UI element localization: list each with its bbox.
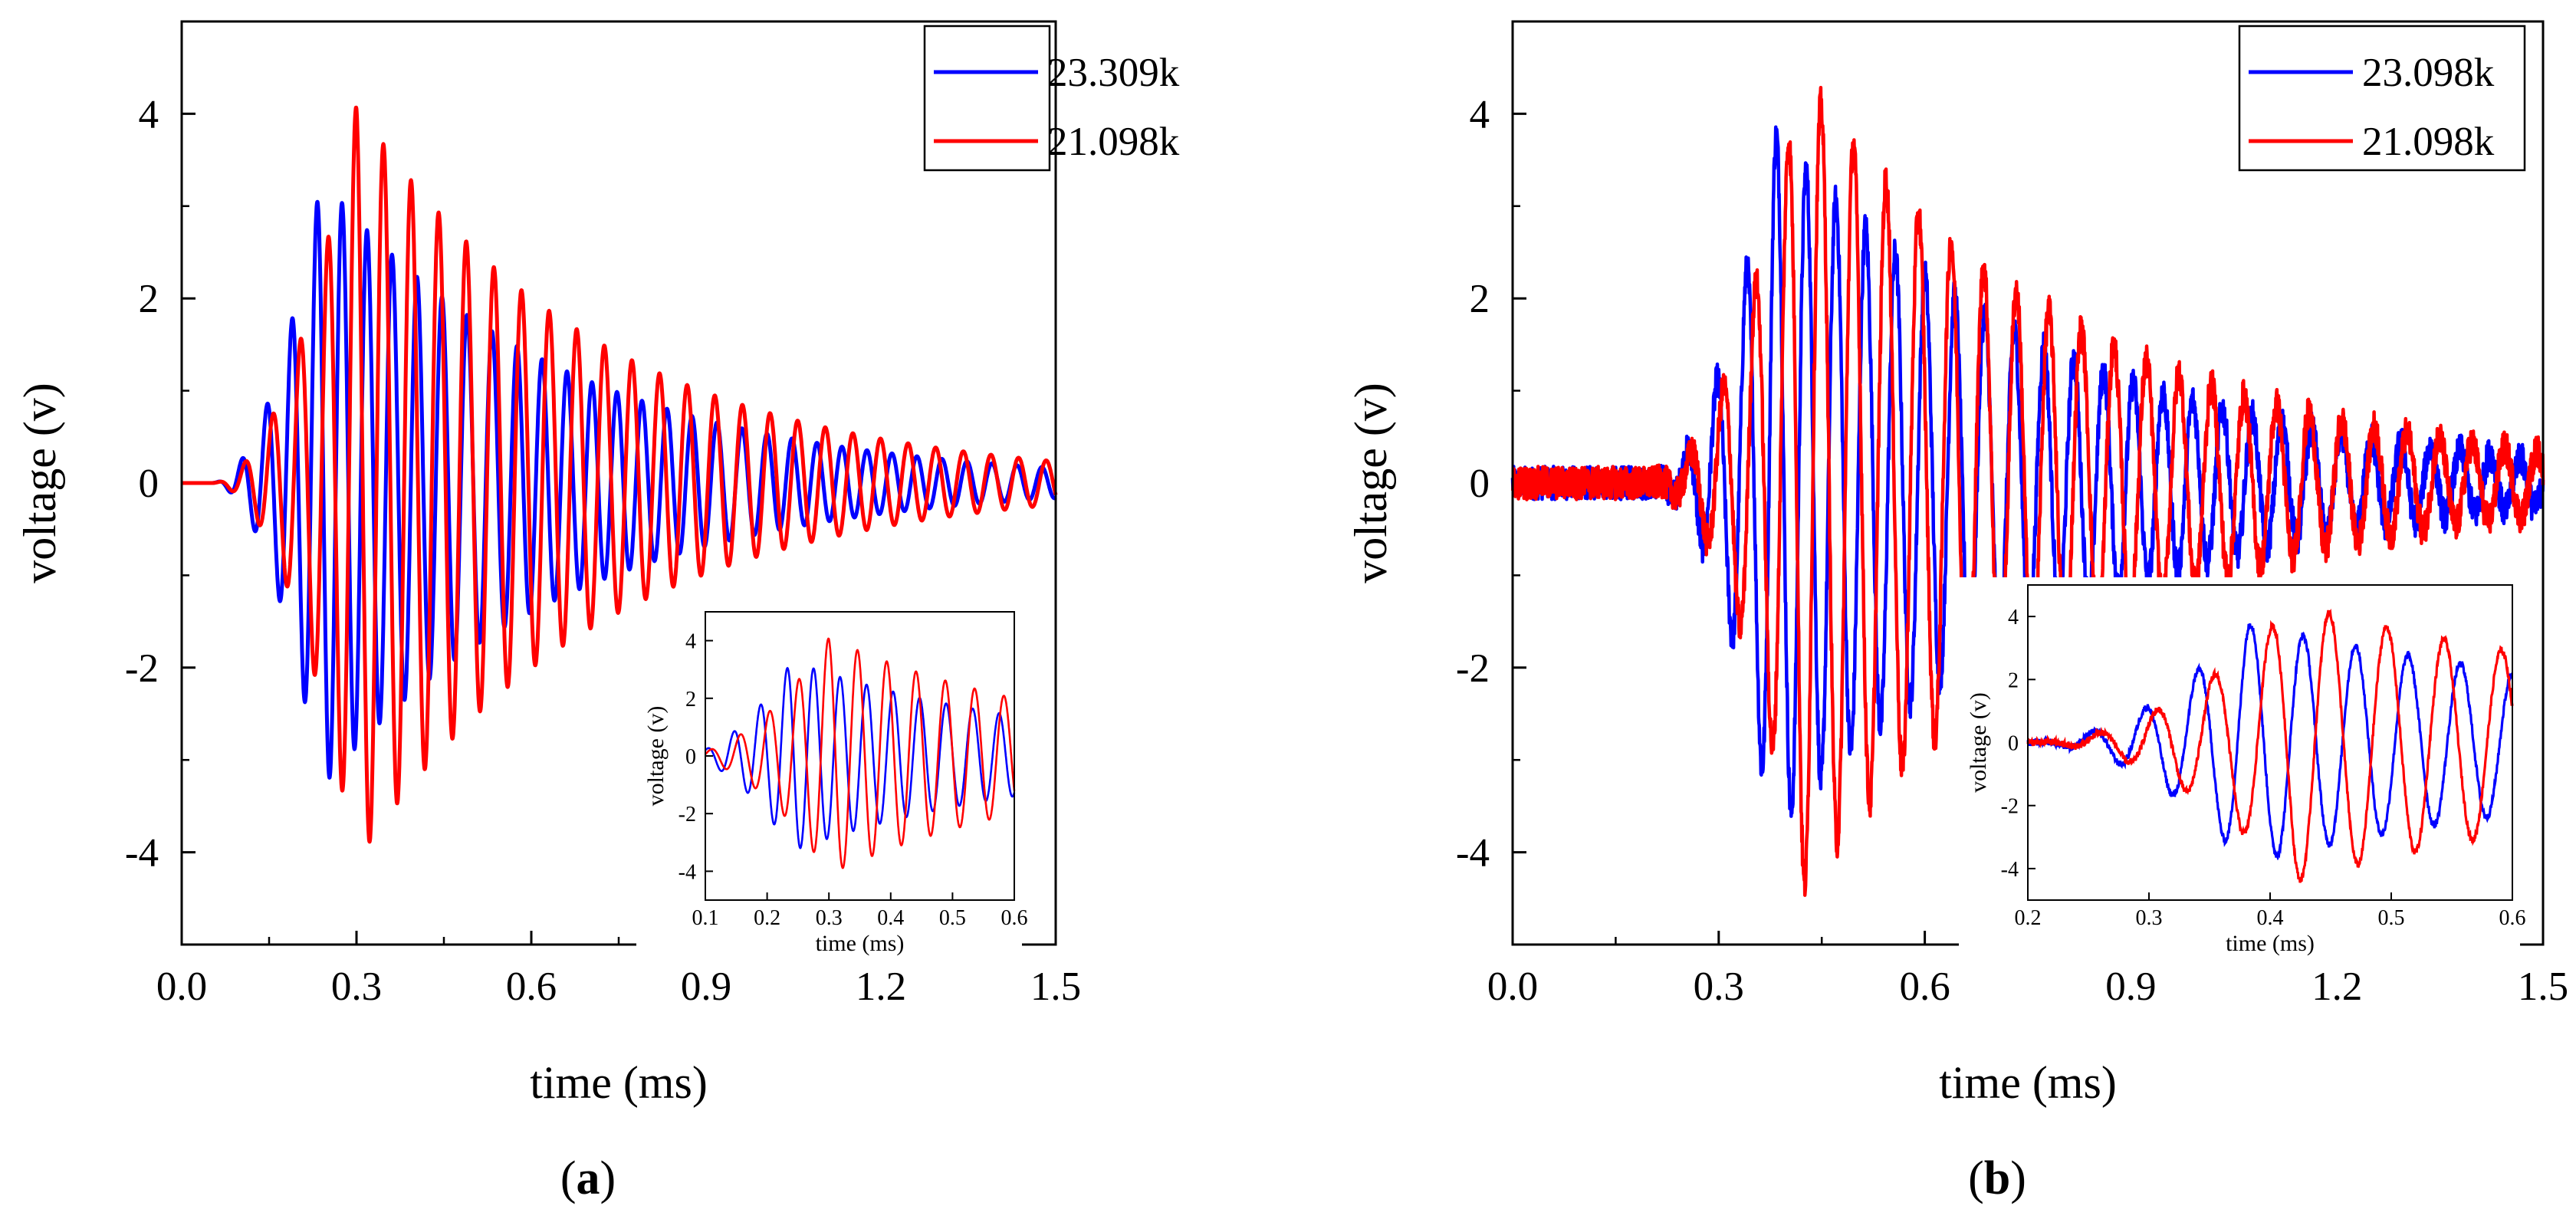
- panel-b-inset-frame: [2027, 584, 2513, 901]
- panel-b-legend-box: [2238, 25, 2526, 172]
- panel-b-inset-tick-labels: 0.2 0.3 0.4 0.5 0.6 -4 -2 0 2 4: [2001, 606, 2526, 930]
- panel-b-label-open: (: [1968, 1152, 1984, 1204]
- x-tick-label: 0.6: [1899, 964, 1950, 1009]
- y-tick-label: 2: [139, 277, 159, 321]
- panel-b-inset-x-axis-title: time (ms): [2226, 931, 2315, 956]
- inset-y-tick-label: 2: [2008, 669, 2019, 692]
- inset-y-tick-label: -4: [678, 860, 696, 884]
- panel-b-legend-label-red: 21.098k: [2362, 120, 2495, 164]
- panel-b-tick-labels: 0.0 0.3 0.6 0.9 1.2 1.5 -4 -2 0 2 4: [1456, 92, 2568, 1009]
- panel-b-inset: 0.2 0.3 0.4 0.5 0.6 -4 -2 0 2 4 time (ms) voltage…: [1959, 577, 2526, 965]
- panel-a-label-letter: a: [577, 1152, 600, 1204]
- x-tick-label: 1.5: [1030, 964, 1081, 1009]
- panel-a-plot-frame: [180, 20, 1057, 946]
- inset-y-tick-label: 0: [2008, 732, 2019, 756]
- panel-a-legend-box: [923, 25, 1051, 172]
- inset-x-tick-label: 0.3: [816, 906, 843, 930]
- inset-x-tick-label: 0.5: [2378, 906, 2405, 930]
- x-tick-label: 0.9: [2105, 964, 2156, 1009]
- inset-x-tick-label: 0.2: [754, 906, 780, 930]
- inset-x-tick-label: 0.2: [2015, 906, 2042, 930]
- panel-b-y-axis-title: voltage (v): [1346, 383, 1396, 583]
- inset-series-line-blue: [704, 666, 1016, 849]
- panel-a-inset-frame: [705, 611, 1015, 901]
- y-tick-label: 0: [1470, 462, 1490, 506]
- panel-b-label-close: ): [2010, 1152, 2026, 1204]
- chart-panel-b: 0.0 0.3 0.6 0.9 1.2 1.5 -4 -2 0 2 4 time (ms) volt…: [1346, 20, 2568, 1204]
- y-tick-label: -4: [1456, 831, 1490, 876]
- x-tick-label: 1.5: [2518, 964, 2568, 1009]
- panel-b-x-axis-title: time (ms): [1939, 1057, 2117, 1108]
- x-tick-label: 1.2: [856, 964, 906, 1009]
- series-line-red: [179, 105, 1058, 844]
- panel-a-legend: 23.309k 21.098k: [923, 25, 1180, 172]
- inset-x-tick-label: 0.6: [1001, 906, 1028, 930]
- panel-b-legend-label-blue: 23.098k: [2362, 51, 2495, 95]
- inset-series-line-blue: [2026, 623, 2513, 861]
- x-tick-label: 0.6: [506, 964, 557, 1009]
- panel-a-label-open: (: [560, 1152, 577, 1204]
- panel-a-tick-labels: 0.0 0.3 0.6 0.9 1.2 1.5 -4 -2 0 2 4: [125, 92, 1081, 1009]
- inset-y-tick-label: 4: [2008, 606, 2019, 629]
- inset-y-tick-label: -2: [678, 803, 696, 826]
- x-tick-label: 0.3: [331, 964, 382, 1009]
- panel-a-label: (a): [560, 1152, 616, 1204]
- panel-a-label-close: ): [600, 1152, 616, 1204]
- chart-panel-a: 0.0 0.3 0.6 0.9 1.2 1.5 -4 -2 0 2 4 time (ms) volt…: [15, 20, 1180, 1204]
- x-tick-label: 0.9: [681, 964, 731, 1009]
- inset-y-tick-label: 2: [685, 688, 696, 711]
- panel-b-legend: 23.098k 21.098k: [2238, 25, 2526, 172]
- panel-a-legend-label-blue: 23.309k: [1047, 51, 1180, 95]
- inset-x-tick-label: 0.1: [692, 906, 719, 930]
- inset-y-tick-label: 0: [685, 745, 696, 769]
- y-tick-label: 4: [1470, 92, 1490, 136]
- y-tick-label: -2: [125, 646, 159, 691]
- y-tick-label: -4: [125, 831, 159, 876]
- panel-a-legend-label-red: 21.098k: [1047, 120, 1180, 164]
- panel-a-inset-y-axis-title: voltage (v): [643, 706, 669, 807]
- x-tick-label: 1.2: [2312, 964, 2362, 1009]
- panel-a-inset-background: [636, 604, 1022, 965]
- inset-x-tick-label: 0.6: [2499, 906, 2526, 930]
- panel-a-inset-series: [704, 637, 1016, 869]
- inset-x-tick-label: 0.5: [939, 906, 966, 930]
- inset-series-line-red: [705, 637, 1016, 869]
- inset-x-tick-label: 0.3: [2136, 906, 2163, 930]
- inset-x-tick-label: 0.4: [2257, 906, 2284, 930]
- inset-y-tick-label: 4: [685, 630, 696, 654]
- panel-a-y-axis-title: voltage (v): [15, 383, 65, 583]
- x-tick-label: 0.0: [156, 964, 207, 1009]
- inset-y-tick-label: -4: [2001, 858, 2019, 882]
- panel-a-inset-x-axis-title: time (ms): [816, 931, 905, 956]
- y-tick-label: 0: [139, 462, 159, 506]
- y-tick-label: -2: [1456, 646, 1490, 691]
- panel-a-series: [179, 105, 1058, 844]
- x-tick-label: 0.3: [1694, 964, 1744, 1009]
- panel-a-inset: 0.1 0.2 0.3 0.4 0.5 0.6 -4 -2 0 2 4 time (ms) volt…: [636, 604, 1028, 965]
- y-tick-label: 4: [139, 92, 159, 136]
- panel-b-label: (b): [1968, 1152, 2026, 1204]
- inset-y-tick-label: -2: [2001, 795, 2019, 819]
- inset-series-line-red: [2026, 608, 2514, 883]
- panel-b-inset-series: [2026, 608, 2514, 883]
- inset-x-tick-label: 0.4: [877, 906, 904, 930]
- x-tick-label: 0.0: [1487, 964, 1538, 1009]
- series-line-blue: [179, 199, 1058, 780]
- panel-a-x-axis-title: time (ms): [530, 1057, 708, 1108]
- y-tick-label: 2: [1470, 277, 1490, 321]
- panel-b-inset-y-axis-title: voltage (v): [1966, 692, 1991, 793]
- panel-a-inset-tick-labels: 0.1 0.2 0.3 0.4 0.5 0.6 -4 -2 0 2 4: [678, 630, 1028, 930]
- panel-b-inset-background: [1959, 577, 2520, 965]
- panel-b-label-letter: b: [1984, 1152, 2010, 1204]
